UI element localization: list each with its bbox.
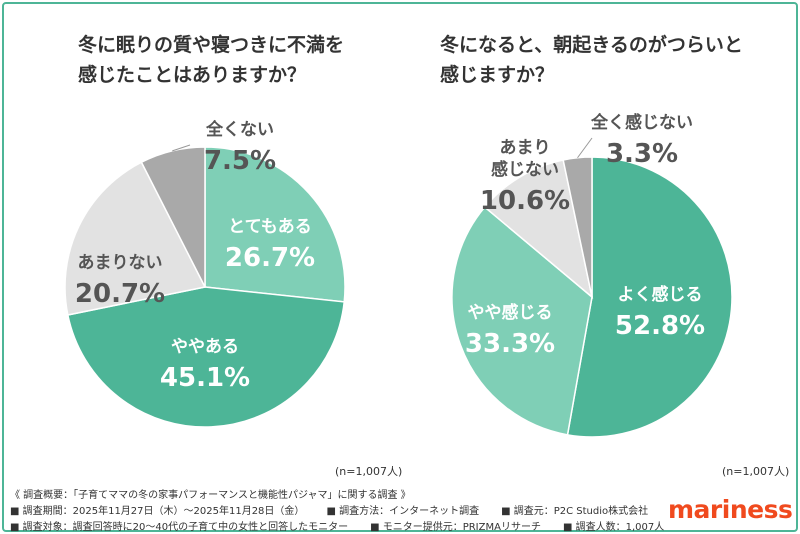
slice-label: とてもある [228,217,312,237]
slice-label: 感じない [491,159,559,180]
footer-item: ■ モニター提供元：PRIZMAリサーチ [370,522,541,533]
leader-line [577,137,593,159]
slice-value: 20.7% [75,279,165,309]
slice-label: ややある [171,337,239,357]
footer-item: ■ 調査対象：調査回答時に20～40代の子育て中の女性と回答したモニター [10,522,349,533]
mariness-logo: mariness [668,495,793,524]
pie-slice [64,161,207,316]
slice-value: 7.5% [204,146,276,176]
title-line: 感じたことはありますか？ [78,64,307,86]
slice-value: 52.8% [615,311,705,341]
footer-item: ■ 調査元：P2C Studio株式会社 [501,506,649,517]
slice-value: 26.7% [225,243,315,273]
pie-slice [451,206,593,436]
slice-value: 10.6% [480,186,570,216]
chart1-title: 冬に眠りの質や寝つきに不満を 感じたことはありますか？ [78,30,344,90]
pie-slice [562,156,593,298]
pie-slice [66,286,346,428]
slice-label: あまり [500,138,551,158]
slice-value: 3.3% [606,139,678,169]
pie-slice [140,146,206,288]
slice-label: 全くない [205,119,274,140]
slice-value: 33.3% [465,329,555,359]
chart1-note: (n=1,007人) [335,465,403,478]
chart2-note: (n=1,007人) [722,465,790,478]
footer-line3: ■ 調査対象：調査回答時に20～40代の子育て中の女性と回答したモニター ■ モニ… [10,518,686,533]
footer-item: ■ 調査期間：2025年11月27日（木）～2025年11月28日（金） [10,506,305,517]
slice-label: 全く感じない [590,112,693,133]
pie-slice [483,159,594,299]
footer-item: ■ 調査人数：1,007人 [562,522,665,533]
title-line: 冬になると、朝起きるのがつらいと [440,34,743,56]
leader-line [172,144,191,152]
title-line: 冬に眠りの質や寝つきに不満を [78,34,345,56]
slice-label: やや感じる [468,302,553,323]
footer-line2: ■ 調査期間：2025年11月27日（木）～2025年11月28日（金） ■ 調査… [10,502,670,517]
slice-label: よく感じる [618,284,703,305]
title-line: 感じますか？ [440,64,555,86]
slice-label: あまりない [78,253,163,273]
chart2-title: 冬になると、朝起きるのがつらいと 感じますか？ [440,30,743,90]
pie-slice [204,146,346,303]
pie-slice [566,156,733,438]
slice-value: 45.1% [160,363,250,393]
footer-summary: 《 調査概要：「子育てママの冬の家事パフォーマンスと機能性パジャマ」に関する調査… [10,490,411,501]
footer-item: ■ 調査方法：インターネット調査 [326,506,480,517]
